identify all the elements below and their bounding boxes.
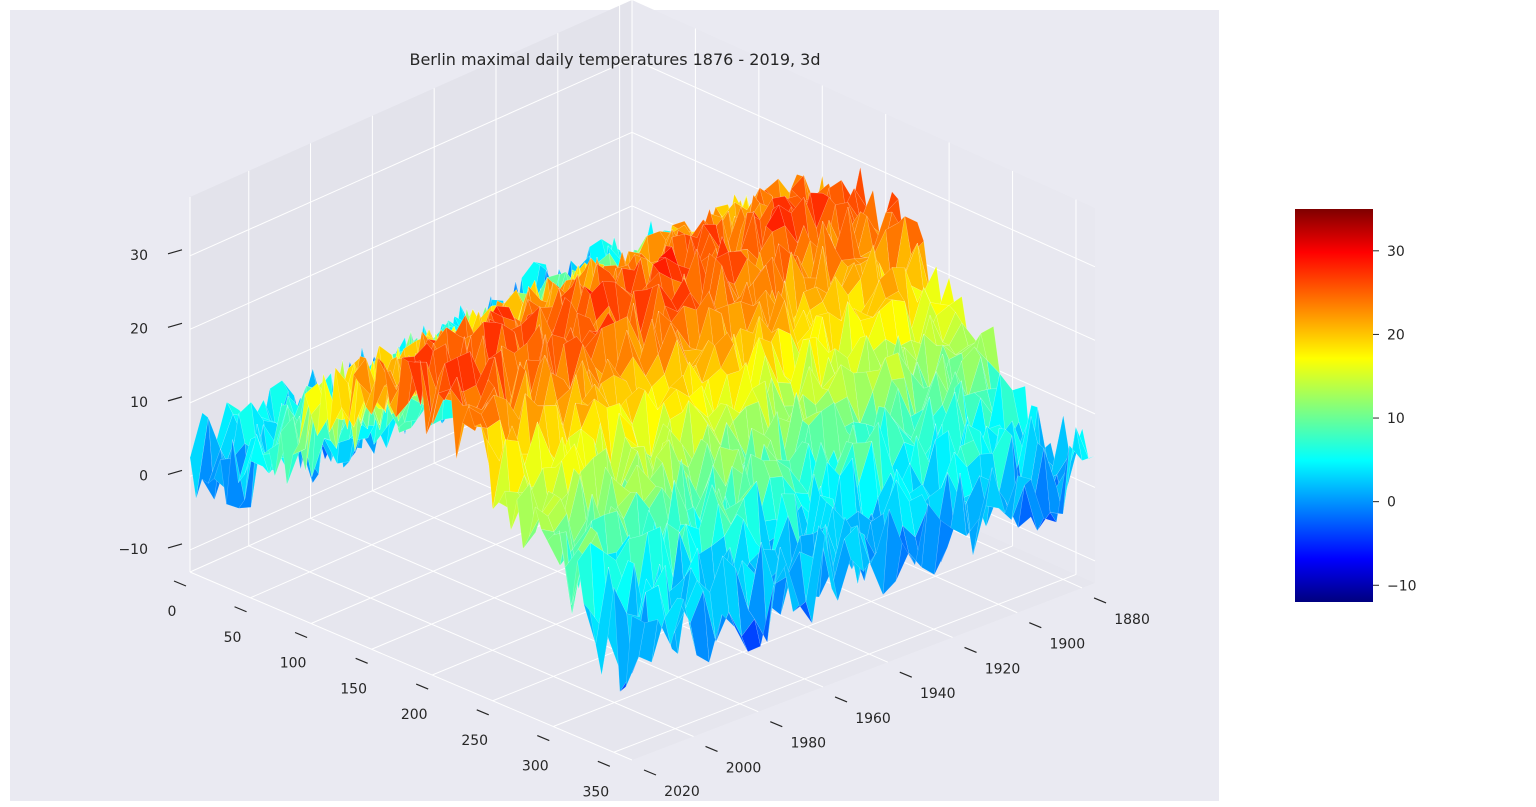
y-tick-mark [964,646,977,654]
colorbar-tick-label: −10 [1387,578,1417,594]
grid-line-z [189,131,633,330]
z-tick-mark [167,322,183,328]
x-tick-label: 300 [522,759,549,775]
temperature-surface [189,167,1096,693]
y-tick-label: 1900 [1049,637,1085,653]
y-tick-label: 1920 [985,661,1021,677]
z-tick-mark [167,469,183,475]
grid-line-z [631,58,1096,268]
grid-line-z [189,58,633,257]
x-tick-mark [234,606,247,613]
x-tick-label: 200 [401,707,428,723]
x-tick-mark [355,657,368,664]
x-tick-label: 150 [340,681,367,697]
colorbar-tick-label: 10 [1387,411,1405,427]
z-tick-label: 0 [139,468,148,484]
z-tick-label: 20 [130,321,148,337]
y-tick-label: 1880 [1114,612,1150,628]
surface-facet [625,615,646,687]
colorbar-tick-label: 30 [1387,244,1405,260]
y-tick-mark [705,745,718,753]
z-tick-label: 10 [130,395,148,411]
x-tick-label: 50 [224,630,242,646]
grid-line-year [189,571,633,761]
grid-line-year [310,517,759,713]
x-tick-mark [173,580,187,587]
y-tick-label: 1960 [855,711,891,727]
colorbar-tick-label: 20 [1387,327,1405,343]
y-tick-mark [643,769,657,776]
x-tick-mark [597,760,611,767]
z-tick-label: −10 [118,542,148,558]
y-tick-mark [834,696,848,703]
z-tick-mark [167,543,183,549]
colorbar-gradient [1295,209,1373,602]
y-tick-label: 1980 [790,736,826,752]
y-tick-label: 2000 [726,760,762,776]
x-tick-mark [294,631,308,639]
z-tick-label: 30 [130,248,148,264]
y-tick-mark [899,671,913,678]
x-tick-label: 100 [280,656,307,672]
grid-line-year [248,545,694,737]
grid-line-z [189,205,633,404]
x-tick-label: 0 [168,604,177,620]
x-tick-mark [415,683,429,690]
y-tick-mark [770,721,783,728]
x-tick-label: 350 [582,784,609,800]
y-tick-label: 1940 [920,686,956,702]
y-tick-mark [1029,622,1042,629]
y-tick-mark [1093,597,1107,604]
x-tick-mark [476,709,489,716]
z-tick-mark [167,396,183,402]
axis-ticks: 0501001502002503003501880190019201940196… [118,248,1149,800]
x-tick-mark [537,734,550,742]
chart-title: Berlin maximal daily temperatures 1876 -… [409,50,820,69]
colorbar-tick-label: 0 [1387,495,1396,511]
z-tick-mark [167,249,183,255]
colorbar: −10 0 10 20 30 [1295,209,1417,602]
y-tick-label: 2020 [664,784,700,800]
x-tick-label: 250 [461,733,488,749]
